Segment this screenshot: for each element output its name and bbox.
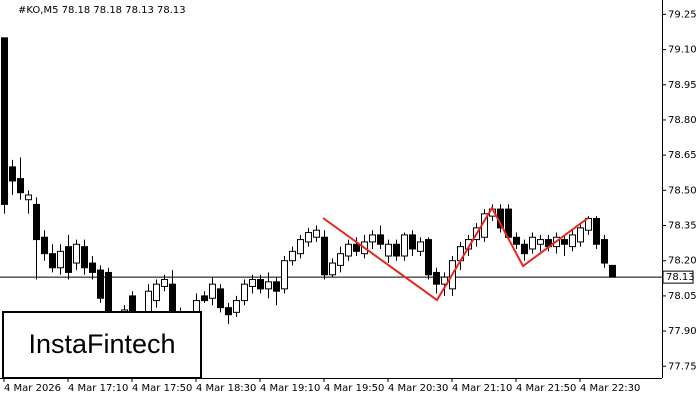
candle-body: [377, 234, 384, 245]
candle-body: [297, 239, 304, 255]
candle-body: [561, 239, 568, 245]
x-tick-label: 4 Mar 20:30: [388, 383, 448, 394]
x-tick-label: 4 Mar 22:30: [580, 383, 640, 394]
y-tick-label: 78.80: [668, 115, 697, 126]
candle-body: [369, 234, 376, 243]
candle-body: [521, 243, 528, 255]
candle-body: [433, 271, 440, 285]
last-price-label: 78.13: [666, 272, 695, 283]
candle-body: [73, 243, 80, 264]
candle-body: [409, 234, 416, 250]
candle-body: [289, 250, 296, 262]
candle-body: [97, 269, 104, 299]
candle-body: [241, 283, 248, 302]
candle-body: [225, 307, 232, 316]
candle-body: [209, 283, 216, 299]
x-tick-label: 4 Mar 17:10: [68, 383, 128, 394]
y-tick-label: 78.50: [668, 185, 697, 196]
candle-body: [593, 217, 600, 245]
y-tick-label: 78.20: [668, 256, 697, 267]
candle-body: [513, 236, 520, 245]
candle-body: [585, 217, 592, 231]
chart-title: #KO,M5 78.18 78.18 78.13 78.13: [18, 5, 186, 16]
x-tick-label: 4 Mar 21:50: [516, 383, 576, 394]
x-tick-label: 4 Mar 18:30: [196, 383, 256, 394]
candle-body: [89, 262, 96, 273]
candle-body: [353, 243, 360, 252]
candle-body: [601, 239, 608, 264]
candle-body: [17, 178, 24, 194]
candle-body: [169, 283, 176, 313]
y-tick-label: 77.75: [668, 361, 697, 372]
pattern-line: [322, 205, 589, 302]
x-tick-label: 4 Mar 2026: [4, 383, 61, 394]
candle-body: [265, 281, 272, 290]
y-tick-label: 77.90: [668, 326, 697, 337]
x-tick-label: 4 Mar 21:10: [452, 383, 512, 394]
candle-body: [233, 300, 240, 313]
candle-body: [9, 166, 16, 182]
candle-body: [609, 264, 616, 278]
candle-body: [537, 239, 544, 245]
candle-body: [281, 260, 288, 290]
candle-body: [153, 283, 160, 302]
candle-body: [305, 232, 312, 243]
candle-body: [329, 262, 336, 276]
last-price-box: [662, 270, 694, 284]
candle-body: [569, 234, 576, 248]
candle-body: [393, 243, 400, 257]
candle-body: [217, 288, 224, 309]
logo: InstaFintech: [28, 329, 175, 359]
x-tick-label: 4 Mar 19:10: [260, 383, 320, 394]
candle-body: [41, 236, 48, 255]
x-tick-label: 4 Mar 19:50: [324, 383, 384, 394]
candle-body: [321, 236, 328, 276]
y-tick-label: 78.05: [668, 291, 697, 302]
candle-body: [577, 227, 584, 243]
candle-body: [1, 37, 8, 205]
candle-body: [161, 278, 168, 288]
logo-box: [2, 311, 202, 379]
y-tick-label: 79.25: [668, 9, 697, 20]
candle-body: [529, 236, 536, 250]
candle-body: [249, 278, 256, 288]
y-tick-label: 78.35: [668, 221, 697, 232]
candle-body: [65, 246, 72, 273]
candle-body: [385, 243, 392, 257]
candle-body: [57, 250, 64, 269]
candle-body: [417, 241, 424, 252]
candle-body: [33, 203, 40, 241]
candle-body: [49, 253, 56, 269]
candle-body: [273, 281, 280, 292]
candle-body: [257, 278, 264, 290]
candle-body: [201, 295, 208, 302]
candle-body: [401, 234, 408, 257]
candle-body: [337, 253, 344, 266]
y-tick-label: 78.95: [668, 80, 697, 91]
x-tick-label: 4 Mar 17:50: [132, 383, 192, 394]
candle-body: [81, 246, 88, 269]
y-tick-label: 78.65: [668, 150, 697, 161]
candle-body: [25, 194, 32, 201]
candle-body: [313, 229, 320, 238]
y-tick-label: 79.10: [668, 45, 697, 56]
candle-body: [425, 239, 432, 276]
candle-body: [345, 243, 352, 257]
